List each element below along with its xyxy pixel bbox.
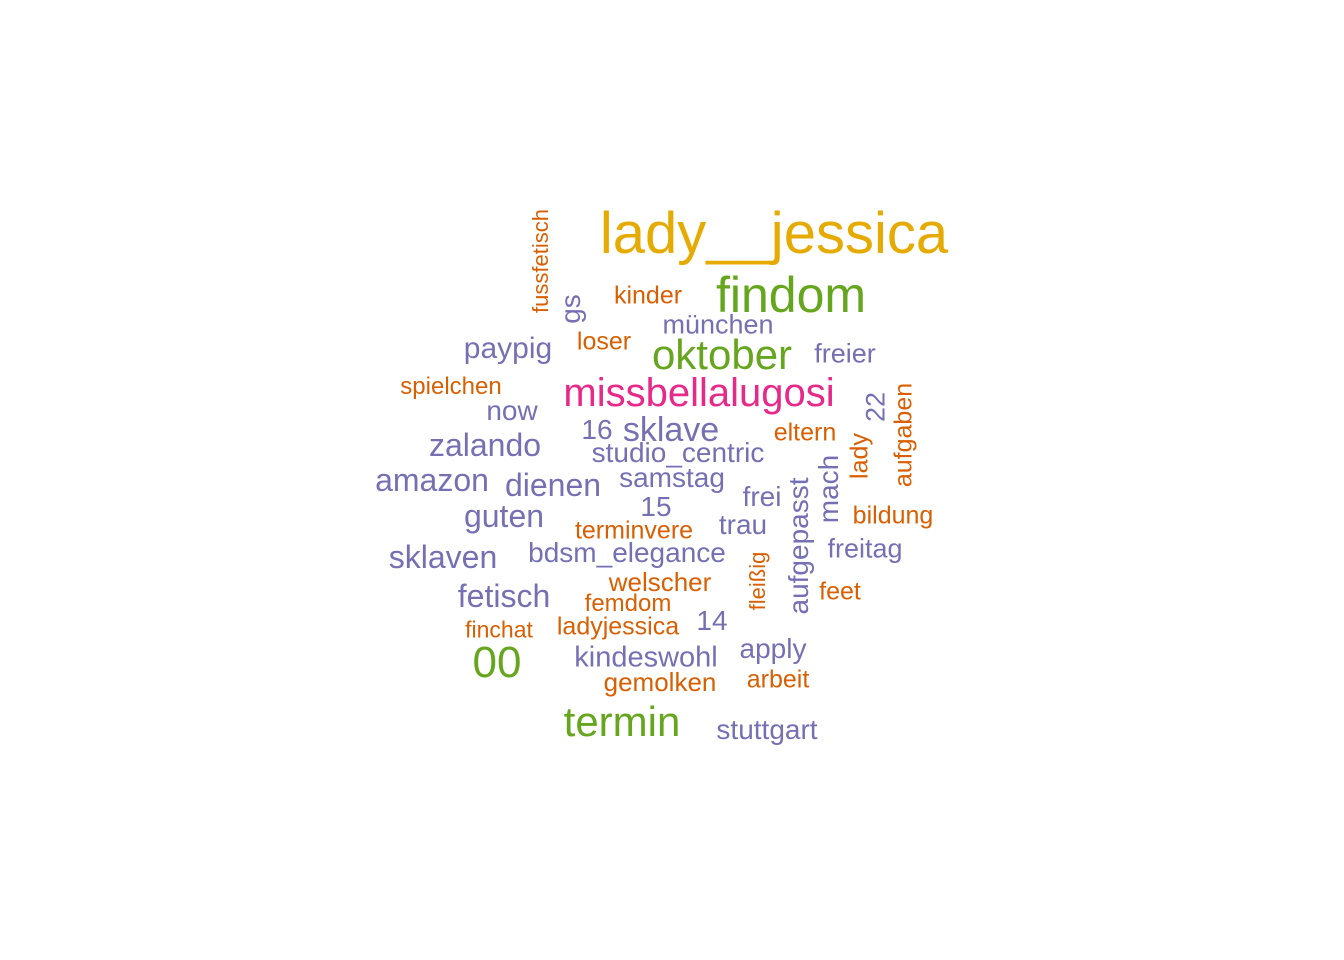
- word-bdsm-elegance: bdsm_elegance: [528, 537, 726, 568]
- word-mach: mach: [813, 454, 844, 524]
- word-muenchen: münchen: [662, 309, 774, 340]
- word-00: 00: [472, 638, 522, 687]
- word-findom: findom: [715, 267, 867, 323]
- word-finchat: finchat: [465, 616, 533, 643]
- word-lady-jessica: lady__jessica: [599, 201, 949, 266]
- word-freitag: freitag: [827, 533, 903, 564]
- word-aufgaben: aufgaben: [889, 382, 918, 488]
- word-studio-centric: studio_centric: [591, 437, 765, 468]
- word-termin: termin: [563, 698, 681, 745]
- word-arbeit: arbeit: [746, 665, 810, 694]
- word-gemolken: gemolken: [603, 667, 717, 697]
- word-spielchen: spielchen: [400, 373, 502, 400]
- word-dienen: dienen: [504, 467, 602, 503]
- word-ladyjessica: ladyjessica: [556, 612, 680, 641]
- word-welscher: welscher: [608, 567, 712, 597]
- word-missbellalugosi: missbellalugosi: [563, 371, 835, 415]
- word-now: now: [486, 395, 538, 426]
- word-22: 22: [860, 391, 891, 423]
- word-zalando: zalando: [428, 427, 542, 463]
- word-15: 15: [640, 491, 672, 522]
- word-amazon: amazon: [375, 462, 489, 498]
- word-14: 14: [696, 605, 728, 636]
- word-feet: feet: [819, 577, 861, 606]
- word-guten: guten: [463, 498, 545, 534]
- word-eltern: eltern: [773, 418, 837, 447]
- word-fussfetisch: fussfetisch: [528, 209, 553, 313]
- word-paypig: paypig: [463, 332, 553, 365]
- word-terminvere: terminvere: [574, 516, 694, 545]
- word-freier: freier: [814, 338, 876, 369]
- word-fetisch: fetisch: [457, 578, 551, 614]
- word-femdom: femdom: [584, 590, 672, 617]
- word-kindeswohl: kindeswohl: [574, 641, 718, 674]
- word-bildung: bildung: [852, 501, 934, 530]
- word-sklave: sklave: [622, 411, 720, 449]
- word-sklaven: sklaven: [388, 539, 498, 575]
- word-apply: apply: [739, 633, 807, 664]
- word-trau: trau: [718, 509, 768, 540]
- word-fleissig: fleißig: [745, 551, 770, 611]
- word-stuttgart: stuttgart: [716, 714, 818, 745]
- word-loser: loser: [576, 327, 632, 356]
- word-kinder: kinder: [613, 281, 683, 310]
- word-aufgepasst: aufgepasst: [783, 477, 814, 615]
- word-lady: lady: [845, 433, 874, 479]
- word-oktober: oktober: [651, 331, 793, 378]
- word-16: 16: [581, 414, 613, 445]
- word-frei: frei: [742, 481, 782, 512]
- word-gs: gs: [555, 294, 586, 324]
- word-samstag: samstag: [619, 462, 725, 493]
